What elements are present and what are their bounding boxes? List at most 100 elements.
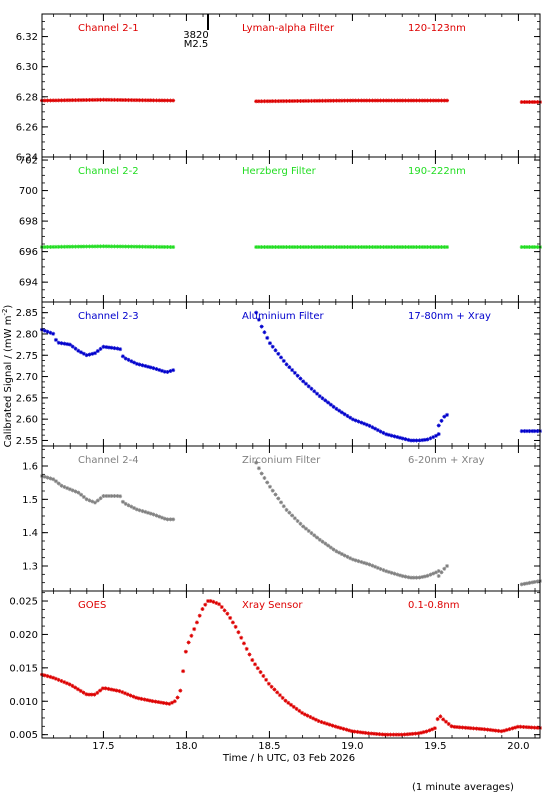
data-point <box>422 98 427 103</box>
data-point <box>114 688 119 693</box>
data-point <box>266 681 271 686</box>
data-point <box>120 98 125 103</box>
data-point <box>348 556 353 561</box>
data-point <box>367 423 372 428</box>
data-point <box>420 438 425 443</box>
data-point <box>262 330 267 335</box>
data-point <box>120 244 125 249</box>
data-point <box>331 547 336 552</box>
data-point <box>73 244 78 249</box>
data-point <box>442 414 447 419</box>
data-point <box>317 98 322 103</box>
data-point <box>519 582 524 587</box>
data-point <box>320 396 325 401</box>
data-point <box>352 729 357 734</box>
data-point <box>157 98 162 103</box>
data-point <box>194 620 199 625</box>
data-point <box>143 244 148 249</box>
data-point <box>150 699 155 704</box>
data-point <box>167 701 172 706</box>
data-point <box>385 732 390 737</box>
data-point <box>416 731 421 736</box>
data-point <box>106 345 111 350</box>
data-point <box>42 328 47 333</box>
data-point <box>436 245 441 250</box>
data-point <box>442 566 447 571</box>
ytick-label: 2.80 <box>16 329 38 340</box>
data-point <box>345 98 350 103</box>
data-point <box>73 346 78 351</box>
data-point <box>367 98 372 103</box>
data-point <box>59 98 64 103</box>
data-point <box>301 98 306 103</box>
ytick-label: 2.70 <box>16 372 38 383</box>
data-point <box>386 570 391 574</box>
data-point <box>374 731 379 736</box>
data-point <box>323 398 328 403</box>
data-point <box>140 509 145 514</box>
data-point <box>162 369 167 374</box>
data-point <box>342 553 347 558</box>
data-point <box>239 635 244 640</box>
data-point <box>284 362 289 367</box>
data-point <box>120 354 125 359</box>
data-point <box>95 97 100 102</box>
data-point <box>281 358 286 363</box>
data-point <box>535 725 540 730</box>
data-point <box>162 516 167 521</box>
data-point <box>356 419 361 424</box>
data-point <box>317 245 322 250</box>
data-point <box>48 98 53 103</box>
data-point <box>414 438 419 443</box>
data-point <box>206 599 210 604</box>
data-point <box>56 481 61 486</box>
data-point <box>375 565 380 570</box>
data-point <box>414 98 419 103</box>
data-point <box>311 716 316 721</box>
series-segment <box>519 245 542 250</box>
data-point <box>370 425 375 430</box>
data-point <box>378 567 383 571</box>
data-point <box>524 245 529 250</box>
data-point <box>449 724 454 729</box>
data-point <box>120 499 125 504</box>
data-point <box>431 435 436 440</box>
data-point <box>154 98 159 103</box>
data-point <box>375 245 380 250</box>
data-point <box>315 245 320 250</box>
data-point <box>67 487 72 492</box>
data-point <box>535 579 540 584</box>
data-point <box>65 486 70 491</box>
data-point <box>151 244 156 249</box>
data-point <box>146 244 151 249</box>
data-point <box>342 98 347 103</box>
data-point <box>336 725 341 730</box>
data-point <box>256 317 261 322</box>
data-point <box>411 245 416 250</box>
data-point <box>425 245 430 250</box>
data-point <box>42 673 47 678</box>
data-point <box>276 245 281 250</box>
data-point <box>90 97 95 102</box>
data-point <box>262 245 267 250</box>
data-point <box>306 98 311 103</box>
data-point <box>441 717 446 722</box>
data-point <box>479 727 484 732</box>
data-point <box>115 244 120 249</box>
data-point <box>273 348 278 353</box>
data-point <box>389 570 394 575</box>
data-point <box>270 344 275 349</box>
data-point <box>81 98 86 103</box>
data-point <box>400 245 405 250</box>
data-point <box>165 369 170 374</box>
data-point <box>359 420 364 425</box>
xtick-label: 18.5 <box>258 741 280 752</box>
data-point <box>359 560 364 564</box>
data-point <box>118 347 123 352</box>
data-point <box>87 352 92 357</box>
panel-5 <box>40 590 542 739</box>
data-point <box>118 97 123 102</box>
data-point <box>56 244 61 249</box>
data-point <box>529 725 534 730</box>
data-point <box>521 724 526 729</box>
